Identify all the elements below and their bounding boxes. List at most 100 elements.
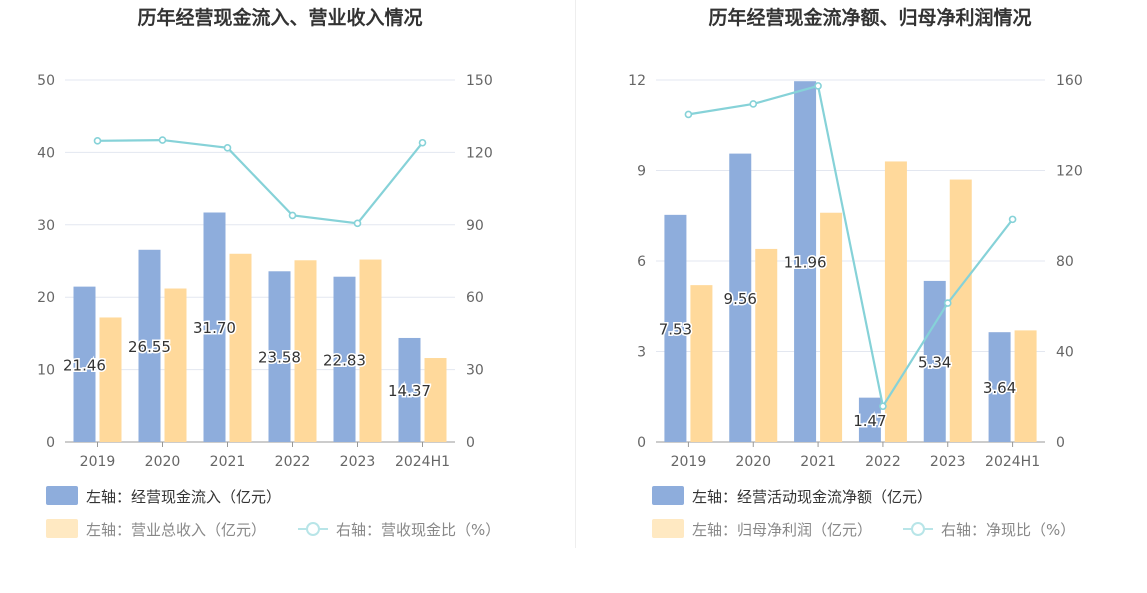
bar-data-label: 23.58 [258, 349, 301, 367]
bar-primary [203, 212, 226, 442]
legend-swatch-line-marker [911, 522, 925, 536]
bar-data-label: 9.56 [724, 290, 757, 308]
legend-label-line: 右轴：净现比（%） [941, 521, 1075, 539]
line-point [1008, 215, 1017, 224]
bar-primary [664, 214, 687, 442]
x-axis-tick-label: 2021 [210, 454, 246, 470]
right-axis-tick-label: 60 [466, 290, 484, 306]
right-axis-tick-label: 40 [1056, 345, 1074, 361]
line-point [814, 82, 822, 90]
bar-secondary [99, 317, 122, 442]
bar-data-label: 3.64 [983, 379, 1016, 397]
right-axis-tick-label: 150 [466, 73, 493, 89]
bar-data-label: 22.83 [323, 351, 366, 369]
line-point [749, 100, 758, 108]
bar-data-label: 26.55 [128, 338, 171, 356]
bar-secondary [229, 253, 252, 442]
bar-primary [268, 271, 291, 442]
x-axis-tick-label: 2020 [145, 454, 181, 470]
chart-panel-cash-inflow: 历年经营现金流入、营业收入情况 0 10 20 30 40 50 0 30 60 90 120 150 2… [0, 0, 575, 589]
legend-swatch-bar-secondary [46, 519, 78, 538]
panel-divider [575, 0, 576, 548]
chart-title: 历年经营现金流入、营业收入情况 [137, 6, 422, 29]
chart-title: 历年经营现金流净额、归母净利润情况 [708, 6, 1031, 29]
legend-label-secondary: 左轴：营业总收入（亿元） [86, 521, 266, 539]
bar-secondary [884, 161, 907, 442]
left-axis-tick-label: 20 [37, 290, 55, 306]
bar-data-label: 11.96 [784, 254, 827, 272]
right-axis-tick-label: 90 [466, 218, 484, 234]
x-axis-tick-label: 2019 [671, 454, 707, 470]
bar-secondary [755, 248, 778, 442]
left-axis-tick-label: 10 [37, 363, 55, 379]
x-axis-tick-label: 2022 [865, 454, 901, 470]
bar-secondary [424, 358, 447, 442]
right-axis-tick-label: 120 [1056, 164, 1083, 180]
line-point [684, 110, 693, 119]
bar-secondary [690, 285, 713, 442]
bar-secondary [294, 260, 317, 442]
x-axis-tick-label: 2019 [80, 454, 116, 470]
line-point [353, 219, 362, 228]
bar-primary [858, 397, 881, 442]
bar-data-label: 14.37 [388, 382, 431, 400]
x-axis-tick-label: 2021 [800, 454, 836, 470]
chart-panel-net-cash-flow: 历年经营现金流净额、归母净利润情况 0 3 6 9 12 0 40 80 120 160 2019 20… [576, 0, 1147, 589]
x-axis-tick-label: 2024H1 [985, 454, 1040, 470]
x-axis-tick-label: 2020 [735, 454, 771, 470]
legend-swatch-bar-primary [46, 486, 78, 505]
left-axis-tick-label: 0 [46, 435, 55, 451]
left-axis-tick-label: 0 [637, 435, 646, 451]
bar-data-label: 21.46 [63, 356, 106, 374]
right-axis-tick-label: 30 [466, 363, 484, 379]
legend-label-secondary: 左轴：归母净利润（亿元） [692, 521, 872, 539]
line-point [418, 138, 427, 147]
bar-data-label: 7.53 [659, 320, 692, 338]
left-axis-tick-label: 30 [37, 218, 55, 234]
bar-data-label: 1.47 [853, 412, 886, 430]
bar-primary [794, 81, 817, 442]
bar-primary [73, 286, 96, 442]
legend-label-primary: 左轴：经营现金流入（亿元） [86, 488, 281, 506]
legend-swatch-bar-primary [652, 486, 684, 505]
line-point [879, 402, 887, 411]
bar-primary [923, 280, 946, 442]
bar-data-label: 5.34 [918, 353, 951, 371]
legend-swatch-bar-secondary [652, 519, 684, 538]
line-point [223, 144, 232, 152]
x-axis-tick-label: 2022 [275, 454, 311, 470]
line-series [97, 138, 424, 225]
left-axis-tick-label: 50 [37, 73, 55, 89]
bar-secondary [359, 259, 382, 442]
left-axis-tick-label: 9 [637, 164, 646, 180]
legend-label-line: 右轴：营收现金比（%） [336, 521, 500, 539]
chart-cash-inflow-revenue: 历年经营现金流入、营业收入情况 0 10 20 30 40 50 0 30 60 90 120 150 2… [37, 6, 500, 539]
right-axis-tick-label: 80 [1056, 254, 1074, 270]
right-axis-tick-label: 0 [1056, 435, 1065, 451]
line-point [943, 299, 952, 307]
bar-primary [138, 249, 161, 442]
line-series [688, 84, 1014, 410]
right-axis-tick-label: 0 [466, 435, 475, 451]
bar-secondary [164, 288, 187, 442]
left-axis-tick-label: 40 [37, 145, 55, 161]
x-axis-tick-label: 2024H1 [395, 454, 450, 470]
line-point [93, 137, 102, 145]
left-axis-tick-label: 3 [637, 345, 646, 361]
line-point [158, 136, 167, 144]
bar-data-label: 31.70 [193, 319, 236, 337]
left-axis-tick-label: 6 [637, 254, 646, 270]
x-axis-tick-label: 2023 [930, 454, 966, 470]
bar-secondary [1014, 330, 1037, 442]
line-point [288, 211, 297, 220]
bar-primary [729, 153, 752, 442]
legend-label-primary: 左轴：经营活动现金流净额（亿元） [692, 488, 932, 506]
bar-secondary [949, 179, 972, 443]
left-axis-tick-label: 12 [628, 73, 646, 89]
bar-primary [988, 332, 1011, 442]
bar-primary [333, 276, 356, 442]
legend-swatch-line-marker [306, 522, 320, 536]
bar-secondary [820, 212, 843, 442]
bar-primary [398, 337, 421, 442]
